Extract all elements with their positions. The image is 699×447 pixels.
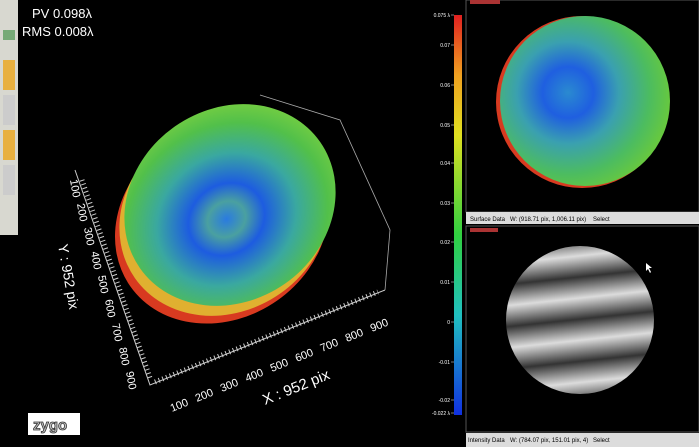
rms-value: RMS 0.008λ [22,24,94,39]
sidebar-tab[interactable] [3,60,15,90]
panel-tab [470,0,500,4]
colorbar-tick-label: -0.022 λ [432,411,451,417]
colorbar-tick-label: 0.05 [440,123,450,129]
colorbar-tick-label: 0.03 [440,201,450,207]
x-ruler [154,289,379,385]
axis-frame [74,169,386,386]
y-tick-label: 400 [88,250,103,270]
y-tick-label: 100 [67,178,82,198]
x-tick-label: 100 [169,397,191,415]
x-tick-label: 400 [244,367,266,385]
y-ruler [79,179,153,379]
pv-value: PV 0.098λ [32,6,92,21]
colorbar-tick-label: 0.06 [440,83,450,89]
colorbar-tick-label: 0.075 λ [434,13,451,19]
status-coords: W: (918.71 pix, 1,006.11 pix) [510,217,586,223]
x-tick-label: 600 [294,347,316,365]
surface-map [500,16,670,186]
x-tick-label: 300 [219,377,241,395]
axis-frame-back [259,94,391,291]
y-tick-label: 900 [123,370,138,390]
x-tick-label: 900 [369,317,391,335]
colorbar-tick-label: 0 [447,320,450,326]
status-label: Intensity Data [468,438,505,444]
y-tick-label: 200 [74,202,89,222]
x-axis-label: X : 952 pix [260,366,333,409]
sidebar-icon[interactable] [3,30,15,40]
colorbar-tick-label: -0.01 [439,360,451,366]
x-tick-label: 200 [194,387,216,405]
colorbar [454,15,462,415]
sidebar-tab[interactable] [3,130,15,160]
sidebar-tab[interactable] [3,95,15,125]
x-tick-label: 800 [344,327,366,345]
panel-tab [470,228,498,232]
colorbar-tick-label: -0.02 [439,398,451,404]
sidebar-tab[interactable] [3,165,15,195]
y-tick-label: 300 [81,226,96,246]
surface-3d: X : 952 pix Y : 952 pix 1002003004005006… [55,94,391,415]
status-bar [466,212,699,224]
colorbar-tick-label: 0.04 [440,161,450,167]
y-tick-label: 500 [95,274,110,294]
y-tick-label: 700 [109,322,124,342]
disk-surface [124,104,336,306]
logo-box [28,413,80,435]
status-label: Surface Data [470,217,506,223]
y-axis-label: Y : 952 pix [55,243,82,311]
x-tick-label: 700 [319,337,341,355]
status-coords: W: (784.07 pix, 151.01 pix, 4) [510,438,588,444]
y-tick-label: 800 [116,346,131,366]
select-button[interactable]: Select [593,217,610,223]
y-tick-label: 600 [102,298,117,318]
colorbar-tick-label: 0.01 [440,280,450,286]
x-tick-label: 500 [269,357,291,375]
colorbar-tick-label: 0.07 [440,43,450,49]
status-bar [466,433,699,447]
select-button[interactable]: Select [593,438,610,444]
cursor [646,263,652,273]
logo: zygo [33,417,67,434]
fringe-image [506,246,654,394]
colorbar-tick-label: 0.02 [440,240,450,246]
